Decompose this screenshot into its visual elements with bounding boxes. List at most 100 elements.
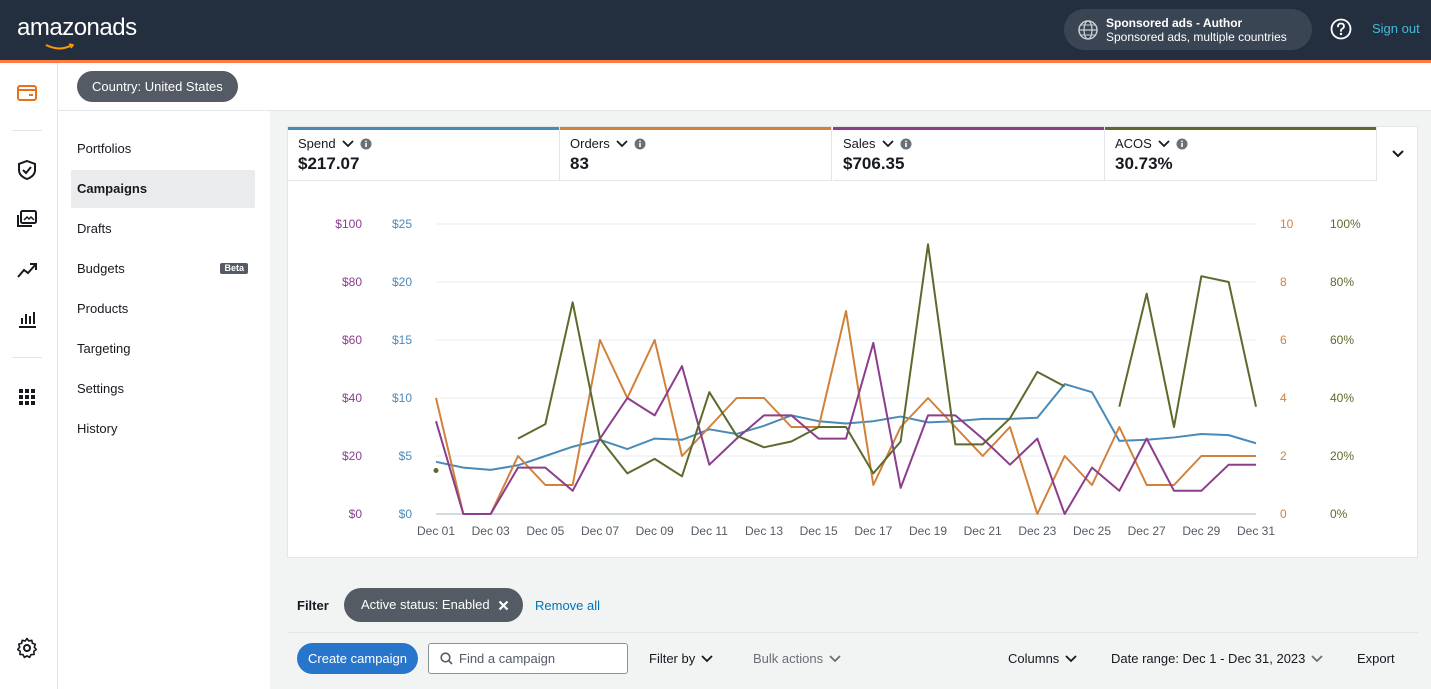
account-switcher[interactable]: Sponsored ads - Author Sponsored ads, mu… [1064, 9, 1312, 50]
campaign-search-box[interactable] [428, 643, 628, 674]
date-range-picker[interactable]: Date range: Dec 1 - Dec 31, 2023 [1111, 651, 1324, 666]
left-icon-rail [0, 63, 58, 689]
topbar-accent-line [0, 60, 1431, 63]
acos-axis-tick-label: 0% [1330, 507, 1348, 521]
orders-axis-tick-label: 8 [1280, 275, 1287, 289]
export-button[interactable]: Export [1357, 651, 1395, 666]
x-axis-tick-label: Dec 05 [526, 524, 564, 538]
nav-item-targeting[interactable]: Targeting [77, 341, 131, 356]
orders-axis-tick-label: 4 [1280, 391, 1287, 405]
metric-color-bar [560, 127, 831, 130]
metric-sales[interactable]: Sales $706.35 [833, 127, 1105, 181]
acos-axis-tick-label: 60% [1330, 333, 1354, 347]
close-icon[interactable] [498, 600, 509, 611]
acos-axis-tick-label: 20% [1330, 449, 1354, 463]
x-axis-tick-label: Dec 25 [1073, 524, 1111, 538]
sales-axis-tick-label: $60 [342, 333, 362, 347]
chevron-down-icon[interactable] [616, 139, 628, 148]
x-axis-tick-label: Dec 07 [581, 524, 619, 538]
sales-axis-tick-label: $40 [342, 391, 362, 405]
chevron-down-icon [1311, 654, 1324, 662]
trending-chart-icon[interactable] [16, 259, 38, 281]
amazon-ads-logo[interactable]: amazonads [17, 14, 137, 50]
chevron-down-icon [1065, 654, 1077, 662]
x-axis-tick-label: Dec 15 [800, 524, 838, 538]
metric-color-bar [1105, 127, 1376, 130]
sign-out-link[interactable]: Sign out [1372, 21, 1420, 36]
apps-grid-icon[interactable] [16, 386, 38, 408]
metric-label: Sales [843, 136, 876, 151]
active-status-filter-chip[interactable]: Active status: Enabled [344, 588, 523, 622]
metric-value: 83 [570, 154, 589, 173]
chevron-down-icon[interactable] [881, 139, 894, 148]
metric-label: ACOS [1115, 136, 1152, 151]
sales-axis-tick-label: $0 [349, 507, 363, 521]
performance-chart-card: Spend $217.07 Orders 83 Sales $706.35 AC… [287, 126, 1418, 558]
x-axis-tick-label: Dec 17 [854, 524, 892, 538]
orders-series-line [435, 310, 1256, 515]
media-library-icon[interactable] [16, 208, 38, 230]
orders-axis-tick-label: 6 [1280, 333, 1287, 347]
metric-spend[interactable]: Spend $217.07 [288, 127, 560, 181]
spend-series-line [435, 383, 1257, 471]
chevron-down-icon[interactable] [1158, 139, 1170, 148]
nav-item-campaigns[interactable]: Campaigns [71, 170, 255, 208]
spend-axis-tick-label: $10 [392, 391, 412, 405]
rail-divider [12, 130, 42, 131]
metric-color-bar [288, 127, 559, 130]
chevron-down-icon [701, 654, 713, 662]
nav-item-history[interactable]: History [77, 421, 118, 436]
logo-smile-icon [45, 43, 75, 50]
campaign-toolbar: Create campaign Filter by Bulk actions C… [287, 633, 1418, 689]
x-axis-tick-label: Dec 29 [1182, 524, 1220, 538]
nav-item-portfolios[interactable]: Portfolios [77, 141, 132, 156]
filter-label: Filter [297, 598, 329, 613]
nav-item-drafts[interactable]: Drafts [77, 221, 112, 236]
info-icon[interactable] [1176, 138, 1188, 150]
x-axis-tick-label: Dec 21 [964, 524, 1002, 538]
x-axis-tick-label: Dec 09 [636, 524, 674, 538]
create-campaign-button[interactable]: Create campaign [297, 643, 418, 674]
filter-bar: Filter Active status: Enabled Remove all [287, 577, 1418, 633]
x-axis-tick-label: Dec 01 [417, 524, 455, 538]
help-icon[interactable] [1330, 18, 1352, 40]
chevron-down-icon[interactable] [341, 139, 354, 148]
sales-axis-tick-label: $20 [342, 449, 362, 463]
metric-acos[interactable]: ACOS 30.73% [1105, 127, 1377, 181]
account-name: Sponsored ads - Author [1106, 15, 1243, 30]
info-icon[interactable] [360, 138, 372, 150]
acos-axis-tick-label: 80% [1330, 275, 1354, 289]
remove-all-filters-link[interactable]: Remove all [535, 598, 601, 613]
metric-label: Spend [298, 136, 336, 151]
top-navigation-bar: amazonads Sponsored ads - Author Sponsor… [0, 0, 1431, 60]
expand-chart-chevron-icon[interactable] [1390, 145, 1406, 161]
settings-gear-icon[interactable] [16, 637, 38, 659]
metric-orders[interactable]: Orders 83 [560, 127, 832, 181]
nav-item-settings[interactable]: Settings [77, 381, 124, 396]
spend-axis-tick-label: $20 [392, 275, 412, 289]
metric-color-bar [833, 127, 1104, 130]
brand-safety-shield-icon[interactable] [16, 159, 38, 181]
spend-axis-tick-label: $15 [392, 333, 412, 347]
campaign-manager-icon[interactable] [16, 82, 38, 104]
info-icon[interactable] [634, 138, 646, 150]
country-selector[interactable]: Country: United States [77, 71, 238, 102]
columns-dropdown[interactable]: Columns [1008, 651, 1077, 666]
filter-by-dropdown[interactable]: Filter by [649, 651, 713, 666]
spend-axis-tick-label: $5 [399, 449, 413, 463]
nav-item-budgets[interactable]: Budgets Beta [71, 250, 255, 288]
acos-axis-tick-label: 100% [1330, 217, 1361, 231]
campaign-manager-nav: Portfolios Campaigns Drafts Budgets Beta… [58, 111, 270, 689]
sales-axis-tick-label: $100 [335, 217, 362, 231]
account-scope: Sponsored ads, multiple countries [1106, 29, 1287, 44]
info-icon[interactable] [900, 138, 912, 150]
spend-axis-tick-label: $0 [399, 507, 413, 521]
x-axis-tick-label: Dec 23 [1018, 524, 1056, 538]
bulk-actions-dropdown[interactable]: Bulk actions [753, 651, 841, 666]
search-input[interactable] [459, 651, 619, 666]
performance-line-chart: $0 $20 $40 $60 $80 $100 $0 $5 $10 $15 $20 $25 0 2 4 6 8 1… [335, 217, 1361, 538]
metric-value: 30.73% [1115, 154, 1173, 173]
nav-item-products[interactable]: Products [77, 301, 129, 316]
filter-chip-label: Active status: Enabled [361, 597, 490, 612]
reports-bar-chart-icon[interactable] [16, 308, 38, 330]
